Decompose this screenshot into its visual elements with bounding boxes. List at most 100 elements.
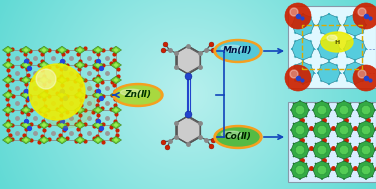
Circle shape [39, 72, 95, 128]
Polygon shape [23, 108, 29, 112]
Ellipse shape [217, 128, 259, 146]
Polygon shape [340, 165, 349, 175]
Polygon shape [95, 48, 101, 52]
Ellipse shape [214, 40, 262, 63]
Circle shape [285, 3, 311, 29]
Polygon shape [291, 101, 309, 119]
Ellipse shape [116, 86, 160, 104]
Polygon shape [92, 136, 103, 144]
Polygon shape [5, 108, 11, 112]
Ellipse shape [221, 45, 242, 51]
Polygon shape [41, 78, 47, 82]
Polygon shape [3, 46, 14, 54]
Polygon shape [113, 48, 119, 52]
Polygon shape [77, 138, 83, 142]
Polygon shape [317, 105, 327, 115]
Polygon shape [56, 121, 68, 129]
Polygon shape [74, 76, 85, 84]
Ellipse shape [214, 125, 262, 149]
Polygon shape [3, 61, 14, 69]
Polygon shape [111, 106, 121, 114]
Polygon shape [361, 125, 371, 135]
Polygon shape [111, 136, 121, 144]
Polygon shape [95, 93, 101, 97]
Polygon shape [5, 48, 11, 52]
Polygon shape [23, 78, 29, 82]
FancyBboxPatch shape [288, 102, 376, 182]
Polygon shape [111, 121, 121, 129]
Polygon shape [335, 121, 353, 139]
Polygon shape [292, 14, 314, 36]
Polygon shape [74, 106, 85, 114]
Polygon shape [95, 123, 101, 127]
Polygon shape [74, 91, 85, 99]
Polygon shape [59, 123, 65, 127]
Circle shape [285, 65, 311, 91]
Polygon shape [340, 125, 349, 135]
Polygon shape [41, 93, 47, 97]
Polygon shape [92, 106, 103, 114]
Polygon shape [5, 123, 11, 127]
Polygon shape [77, 93, 83, 97]
Circle shape [353, 65, 376, 91]
Circle shape [290, 8, 298, 16]
Polygon shape [77, 108, 83, 112]
Polygon shape [357, 141, 375, 159]
Polygon shape [361, 165, 371, 175]
Polygon shape [3, 106, 14, 114]
Polygon shape [59, 63, 65, 67]
Polygon shape [318, 14, 340, 36]
FancyBboxPatch shape [288, 6, 376, 88]
Polygon shape [21, 61, 32, 69]
Polygon shape [38, 91, 50, 99]
Polygon shape [291, 141, 309, 159]
Polygon shape [296, 165, 305, 175]
Polygon shape [41, 48, 47, 52]
Polygon shape [23, 138, 29, 142]
Polygon shape [335, 141, 353, 159]
Ellipse shape [221, 131, 242, 137]
Polygon shape [357, 101, 375, 119]
Polygon shape [3, 76, 14, 84]
Polygon shape [41, 108, 47, 112]
Polygon shape [38, 136, 50, 144]
Polygon shape [92, 121, 103, 129]
Polygon shape [59, 138, 65, 142]
Polygon shape [5, 138, 11, 142]
Polygon shape [38, 46, 50, 54]
Polygon shape [113, 108, 119, 112]
Polygon shape [3, 91, 14, 99]
Polygon shape [113, 93, 119, 97]
Polygon shape [21, 121, 32, 129]
Circle shape [290, 70, 298, 78]
Polygon shape [176, 116, 200, 144]
Circle shape [36, 69, 56, 89]
Polygon shape [74, 121, 85, 129]
Polygon shape [56, 61, 68, 69]
Polygon shape [41, 63, 47, 67]
Polygon shape [41, 138, 47, 142]
Polygon shape [5, 78, 11, 82]
Polygon shape [95, 108, 101, 112]
Polygon shape [111, 76, 121, 84]
Polygon shape [59, 108, 65, 112]
Polygon shape [59, 93, 65, 97]
Circle shape [353, 3, 376, 29]
Polygon shape [77, 63, 83, 67]
Polygon shape [56, 91, 68, 99]
Polygon shape [3, 121, 14, 129]
Polygon shape [344, 62, 366, 84]
Polygon shape [38, 61, 50, 69]
Polygon shape [3, 136, 14, 144]
Text: Mn(Ⅱ): Mn(Ⅱ) [223, 46, 253, 56]
Polygon shape [59, 78, 65, 82]
Text: Zn(Ⅱ): Zn(Ⅱ) [124, 91, 152, 99]
Polygon shape [92, 61, 103, 69]
Polygon shape [318, 38, 340, 60]
Polygon shape [344, 38, 366, 60]
Polygon shape [41, 123, 47, 127]
Polygon shape [111, 91, 121, 99]
Polygon shape [92, 46, 103, 54]
Polygon shape [5, 93, 11, 97]
Polygon shape [38, 106, 50, 114]
